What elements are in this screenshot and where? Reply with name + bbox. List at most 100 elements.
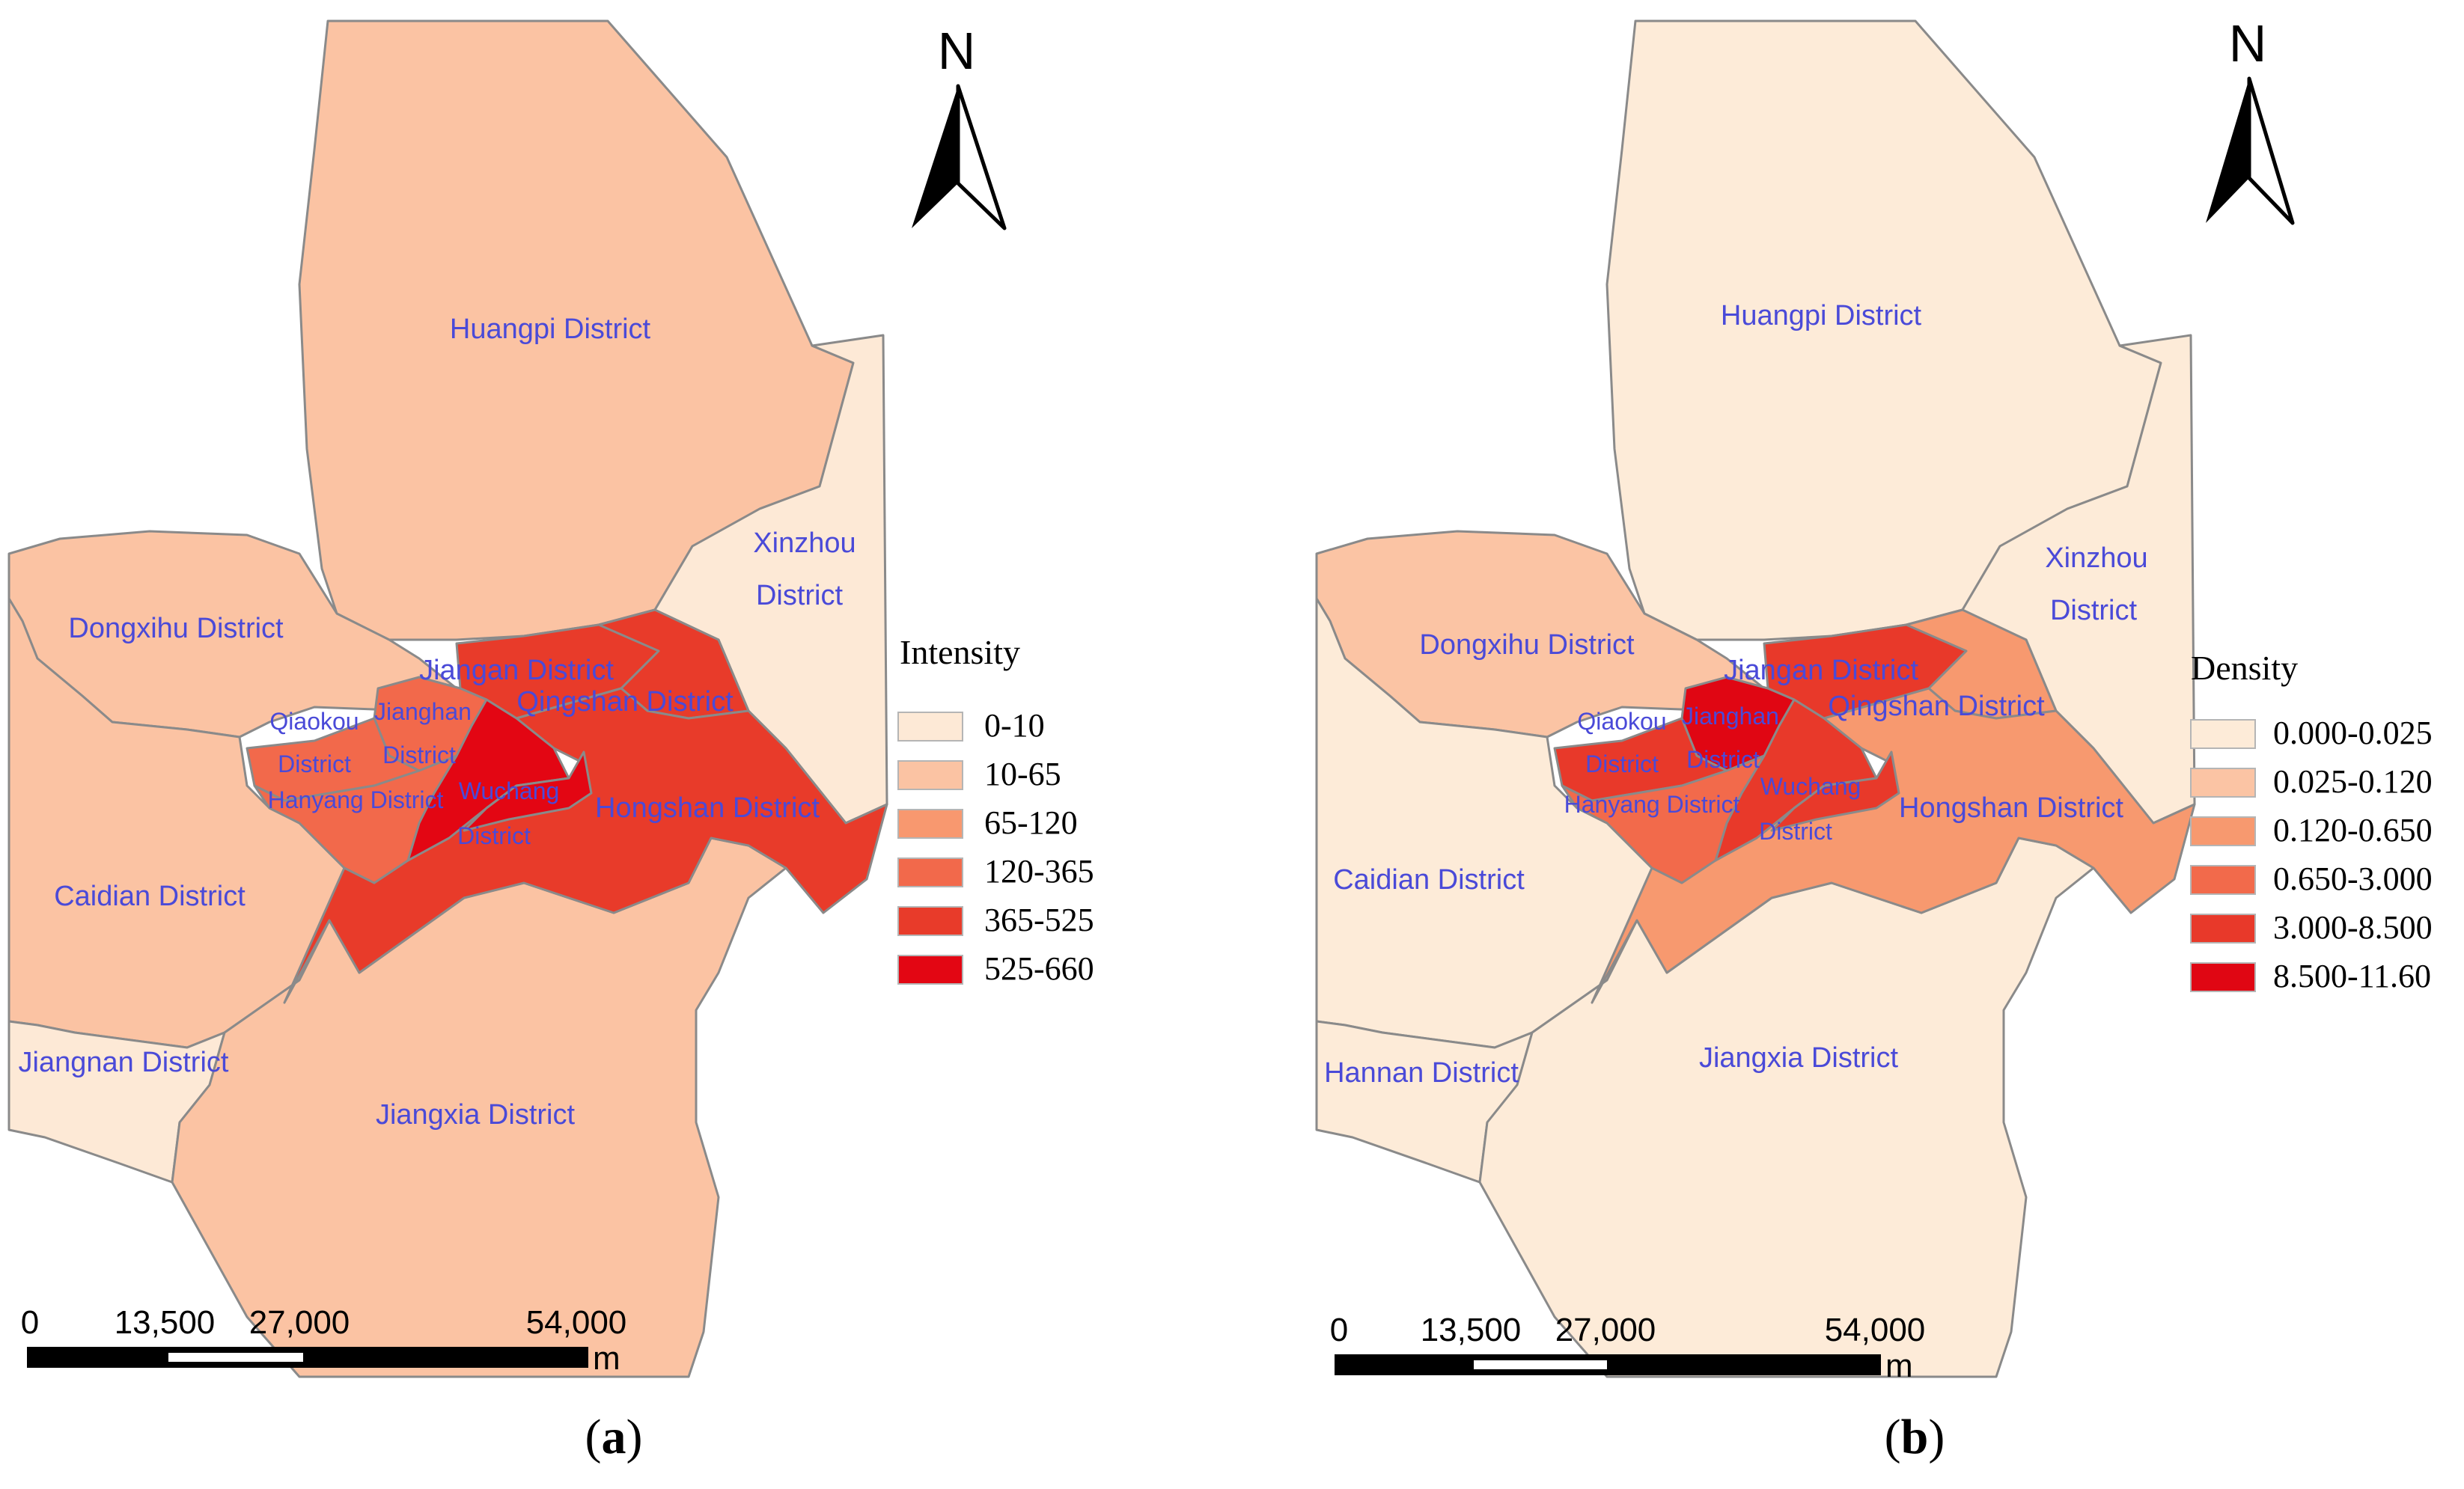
legend-swatch-a-0	[897, 712, 963, 742]
label-hongshan: Hongshan District	[1899, 792, 2123, 824]
label-hongshan: Hongshan District	[595, 792, 820, 824]
legend-label-b-4: 3.000-8.500	[2273, 909, 2433, 946]
label-caidian: Caidian District	[54, 881, 246, 912]
map-a	[7, 19, 888, 1378]
label-caidian: Caidian District	[1333, 864, 1525, 896]
district-hanyang[interactable]	[1561, 754, 1766, 884]
label-jianghan-line1: Jianghan	[374, 698, 472, 725]
district-labels-a: Huangpi District Xinzhou District Dongxi…	[19, 314, 856, 1131]
scale-tick-label-a-1: 13,500	[115, 1304, 216, 1341]
scale-tick-label-b-1: 13,500	[1421, 1312, 1522, 1348]
scale-bar-a: 0 13,500 27,000 54,000 m	[21, 1304, 627, 1377]
north-letter-b: N	[2229, 14, 2267, 73]
scale-tick-label-b-3: 54,000	[1825, 1312, 1926, 1348]
legend-swatch-a-4	[897, 906, 963, 936]
label-xinzhou-line1: Xinzhou	[2045, 542, 2147, 574]
label-wuchang-line2: District	[457, 822, 531, 849]
district-wuchang-east[interactable]	[463, 750, 593, 832]
label-qiaokou-line2: District	[1585, 750, 1659, 777]
legend-a: Intensity 0-10 10-65 65-120 120-365 365-…	[897, 633, 1094, 987]
label-hanyang: Hanyang District	[268, 786, 444, 813]
panel-letter-b: b	[1901, 1410, 1929, 1464]
legend-swatch-a-3	[897, 857, 963, 887]
map-b	[1315, 19, 2196, 1378]
north-arrow-a: N	[912, 22, 1007, 230]
scale-tick-label-a-3: 54,000	[526, 1304, 627, 1341]
label-jiangan: Jiangan District	[419, 655, 614, 686]
scale-tick-label-b-2: 27,000	[1555, 1312, 1656, 1348]
legend-swatch-a-5	[897, 955, 963, 985]
legend-swatch-a-2	[897, 809, 963, 839]
scale-bar-frame-b	[1335, 1354, 1881, 1375]
label-jiangxia: Jiangxia District	[376, 1099, 576, 1131]
label-xinzhou-line2: District	[756, 580, 844, 611]
label-wuchang-line2: District	[1759, 818, 1832, 845]
scale-tick-label-a-0: 0	[21, 1304, 39, 1341]
label-dongxihu: Dongxihu District	[68, 613, 284, 644]
legend-label-b-2: 0.120-0.650	[2273, 812, 2433, 849]
legend-b: Density 0.000-0.025 0.025-0.120 0.120-0.…	[2190, 649, 2433, 994]
label-wuchang-line1: Wuchang	[1760, 773, 1861, 800]
label-jianghan-line2: District	[1686, 746, 1760, 773]
label-huangpi: Huangpi District	[450, 314, 651, 345]
scale-bar-white-segment-a	[168, 1353, 303, 1362]
district-hanyang[interactable]	[253, 754, 458, 884]
label-qiaokou-line1: Qiaokou	[269, 708, 359, 735]
district-labels-b: Huangpi District Xinzhou District Dongxi…	[1324, 300, 2148, 1089]
label-xinzhou-line2: District	[2050, 595, 2138, 626]
legend-label-b-0: 0.000-0.025	[2273, 715, 2433, 751]
legend-label-a-2: 65-120	[984, 804, 1078, 841]
legend-title-a: Intensity	[900, 633, 1020, 671]
legend-label-a-0: 0-10	[984, 707, 1045, 744]
label-jiangan: Jiangan District	[1724, 655, 1918, 686]
legend-swatch-a-1	[897, 760, 963, 790]
label-huangpi: Huangpi District	[1721, 300, 1922, 331]
north-arrow-light-half-a	[956, 84, 1007, 230]
scale-bar-frame-a	[27, 1347, 588, 1368]
legend-label-b-5: 8.500-11.60	[2273, 958, 2431, 994]
label-xinzhou-line1: Xinzhou	[753, 528, 856, 559]
north-arrow-dark-half-a	[912, 86, 958, 228]
district-wuchang-east[interactable]	[1770, 750, 1900, 832]
panel-letter-a: a	[602, 1410, 626, 1464]
scale-bar-white-segment-b	[1474, 1360, 1607, 1369]
label-wuchang-line1: Wuchang	[459, 777, 560, 804]
north-arrow-dark-half-b	[2206, 79, 2249, 223]
panel-label-a: (a)	[585, 1410, 643, 1464]
scale-unit-a: m	[593, 1340, 620, 1377]
legend-label-a-1: 10-65	[984, 756, 1061, 792]
north-letter-a: N	[938, 22, 976, 80]
panel-label-b: (b)	[1885, 1410, 1945, 1464]
legend-swatch-b-0	[2190, 719, 2256, 749]
label-jiangxia: Jiangxia District	[1699, 1042, 1899, 1074]
legend-label-a-3: 120-365	[984, 853, 1094, 890]
panel-a: Huangpi District Xinzhou District Dongxi…	[7, 19, 1094, 1464]
label-qiaokou-line1: Qiaokou	[1577, 708, 1666, 735]
legend-swatch-b-4	[2190, 914, 2256, 944]
legend-label-a-4: 365-525	[984, 902, 1094, 938]
scale-tick-label-b-0: 0	[1330, 1312, 1348, 1348]
panel-b: Huangpi District Xinzhou District Dongxi…	[1315, 14, 2433, 1464]
legend-label-b-3: 0.650-3.000	[2273, 860, 2433, 897]
north-arrow-light-half-b	[2247, 76, 2295, 225]
label-jianghan-line2: District	[382, 742, 456, 768]
label-southwest: Hannan District	[1324, 1057, 1519, 1089]
label-qiaokou-line2: District	[278, 750, 351, 777]
label-qingshan: Qingshan District	[516, 686, 734, 718]
legend-swatch-b-5	[2190, 962, 2256, 992]
label-qingshan: Qingshan District	[1828, 691, 2045, 722]
scale-unit-b: m	[1885, 1348, 1913, 1384]
legend-label-b-1: 0.025-0.120	[2273, 763, 2433, 800]
north-arrow-b: N	[2206, 14, 2295, 225]
legend-title-b: Density	[2191, 649, 2298, 687]
scale-bar-b: 0 13,500 27,000 54,000 m	[1330, 1312, 1926, 1384]
label-dongxihu: Dongxihu District	[1419, 629, 1635, 661]
legend-swatch-b-3	[2190, 865, 2256, 895]
label-southwest: Jiangnan District	[19, 1047, 229, 1078]
legend-swatch-b-2	[2190, 816, 2256, 846]
legend-label-a-5: 525-660	[984, 950, 1094, 987]
legend-swatch-b-1	[2190, 768, 2256, 798]
label-hanyang: Hanyang District	[1564, 791, 1740, 818]
scale-tick-label-a-2: 27,000	[249, 1304, 350, 1341]
